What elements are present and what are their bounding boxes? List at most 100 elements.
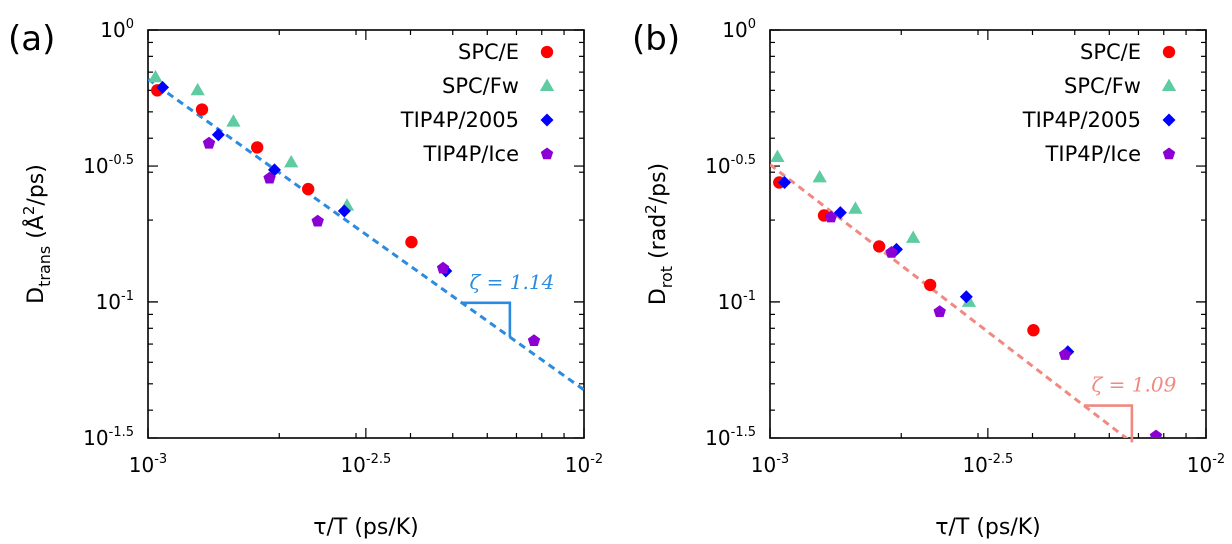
- ylabel-tail: (Å: [22, 215, 49, 246]
- x-tick-label: 10-3: [129, 452, 167, 477]
- data-point: [812, 170, 827, 183]
- y-tick-label: 10-0.5: [705, 153, 756, 178]
- data-point: [405, 235, 418, 249]
- data-point: [311, 214, 324, 227]
- y-tick-label: 10-1: [718, 289, 756, 314]
- y-tick-label: 100: [100, 17, 134, 42]
- data-point: [770, 149, 785, 163]
- data-point: [933, 305, 946, 317]
- series-tip4p-ice: [824, 210, 1163, 438]
- legend-label: SPC/E: [458, 40, 519, 64]
- y-tick-label: 100: [722, 17, 756, 42]
- tick-base: 10: [962, 453, 987, 477]
- series-spc-fw: [770, 149, 977, 307]
- data-point: [1027, 324, 1040, 337]
- x-axis-label: τ/T (ps/K): [935, 515, 1041, 540]
- data-point: [190, 82, 205, 96]
- tick-exp: -3: [776, 452, 789, 467]
- tick-exp: -3: [154, 452, 167, 467]
- y-tick-label: 10-1.5: [83, 425, 134, 450]
- tick-base: 10: [340, 453, 365, 477]
- data-point: [284, 154, 299, 168]
- data-point: [885, 246, 898, 258]
- tick-exp: -2: [1212, 452, 1225, 467]
- data-point: [148, 69, 163, 83]
- legend-marker: [540, 147, 554, 160]
- data-point: [1149, 429, 1163, 438]
- tick-base: 10: [751, 453, 776, 477]
- ylabel-sub: rot: [657, 266, 676, 288]
- ylabel-main: D: [24, 287, 49, 304]
- data-point: [906, 230, 921, 243]
- legend-label: SPC/E: [1080, 40, 1141, 64]
- tick-base: 10: [705, 154, 730, 178]
- legend-label: TIP4P/2005: [1022, 108, 1141, 132]
- tick-base: 10: [83, 154, 108, 178]
- tick-base: 10: [100, 18, 125, 42]
- ticks: [769, 29, 1207, 439]
- legend-marker: [539, 78, 555, 91]
- x-tick-label: 10-2.5: [340, 452, 391, 477]
- x-tick-label: 10-2.5: [962, 452, 1013, 477]
- x-axis-label: τ/T (ps/K): [313, 515, 419, 540]
- y-tick-label: 10-0.5: [83, 153, 134, 178]
- legend-marker: [1161, 78, 1177, 91]
- tick-exp: 0: [748, 17, 756, 32]
- tick-base: 10: [1187, 453, 1212, 477]
- x-tick-label: 10-2: [1187, 452, 1225, 477]
- data-point: [923, 278, 937, 292]
- legend-marker: [540, 45, 554, 59]
- data-point: [301, 182, 315, 196]
- legend-marker: [1162, 45, 1176, 59]
- tick-base: 10: [129, 453, 154, 477]
- tick-base: 10: [565, 453, 590, 477]
- legend-marker: [540, 113, 554, 127]
- y-axis-label: Drot (rad2/ps): [642, 163, 676, 305]
- tick-exp: -2: [590, 452, 603, 467]
- ylabel-sup: 2: [642, 204, 660, 214]
- tick-exp: -1.5: [731, 425, 756, 440]
- data-point: [251, 141, 264, 154]
- data-point: [337, 204, 351, 218]
- tick-base: 10: [722, 18, 747, 42]
- tick-base: 10: [83, 426, 108, 450]
- tick-exp: 0: [126, 17, 134, 32]
- tick-base: 10: [96, 290, 121, 314]
- data-point: [873, 240, 886, 253]
- data-point: [211, 128, 225, 142]
- tick-exp: -2.5: [988, 452, 1013, 467]
- series-tip4p-ice: [202, 136, 541, 346]
- slope-triangle: [461, 301, 512, 338]
- ylabel-end: /ps): [646, 163, 671, 204]
- tick-exp: -0.5: [731, 153, 756, 168]
- legend-marker: [1162, 147, 1176, 160]
- series-spc-e: [773, 176, 1040, 337]
- legend-label: SPC/Fw: [1064, 74, 1141, 98]
- data-point: [156, 80, 170, 94]
- data-point: [778, 175, 792, 189]
- panel-label: (b): [632, 19, 680, 59]
- legend-marker: [1162, 113, 1176, 127]
- x-tick-label: 10-3: [751, 452, 789, 477]
- data-point: [961, 294, 977, 307]
- plot-area: [148, 69, 584, 392]
- data-point: [202, 136, 216, 149]
- plot-area: [770, 149, 1163, 438]
- ticks: [147, 29, 585, 439]
- data-point: [436, 261, 450, 274]
- slope-label: ζ = 1.09: [1091, 373, 1176, 397]
- y-axis-label: Dtrans (Å2/ps): [20, 164, 54, 304]
- legend: SPC/E SPC/Fw TIP4P/2005 TIP4P/Ice: [400, 40, 555, 166]
- data-point: [959, 290, 973, 304]
- legend-label: TIP4P/Ice: [423, 142, 519, 166]
- legend-label: SPC/Fw: [442, 74, 519, 98]
- data-point: [833, 206, 847, 220]
- tick-exp: -0.5: [109, 153, 134, 168]
- tick-base: 10: [705, 426, 730, 450]
- tick-exp: -1: [743, 289, 756, 304]
- ylabel-main: D: [646, 288, 671, 305]
- data-point: [263, 171, 276, 184]
- data-point: [848, 201, 863, 214]
- data-point: [1058, 348, 1072, 360]
